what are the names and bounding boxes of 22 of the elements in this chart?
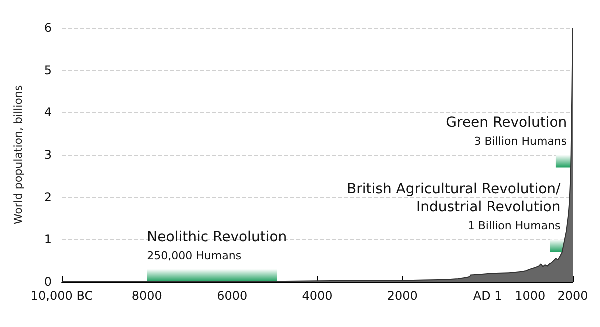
y-tick-label: 3 <box>44 148 52 162</box>
x-tick-label: 2000 <box>387 289 418 303</box>
y-tick-label: 4 <box>44 106 52 120</box>
annotation: 1 Billion Humans <box>468 220 562 233</box>
x-tick-label: 2000 <box>558 289 588 303</box>
annotation: 3 Billion Humans <box>474 135 568 148</box>
y-tick-label: 1 <box>44 232 52 247</box>
x-tick-label: 8000 <box>132 289 162 303</box>
y-tick-label: 6 <box>44 21 52 35</box>
band-label: Green Revolution <box>446 115 568 131</box>
x-tick-label: 6000 <box>217 289 248 303</box>
x-tick-label: AD 1 <box>473 289 502 303</box>
band-label: Neolithic Revolution <box>147 229 288 246</box>
y-tick-label: 0 <box>44 275 52 289</box>
x-tick-label: 1000 <box>515 289 546 303</box>
x-tick-label: 10,000 BC <box>30 289 94 303</box>
y-tick-label: 5 <box>44 63 52 78</box>
y-tick-label: 2 <box>44 190 52 204</box>
y-axis-title: World population, billions <box>12 85 25 225</box>
band-label: British Agricultural Revolution/ Industrial Revolution <box>347 182 562 216</box>
annotation: 250,000 Humans <box>147 249 242 262</box>
x-tick-label: 4000 <box>302 289 333 303</box>
